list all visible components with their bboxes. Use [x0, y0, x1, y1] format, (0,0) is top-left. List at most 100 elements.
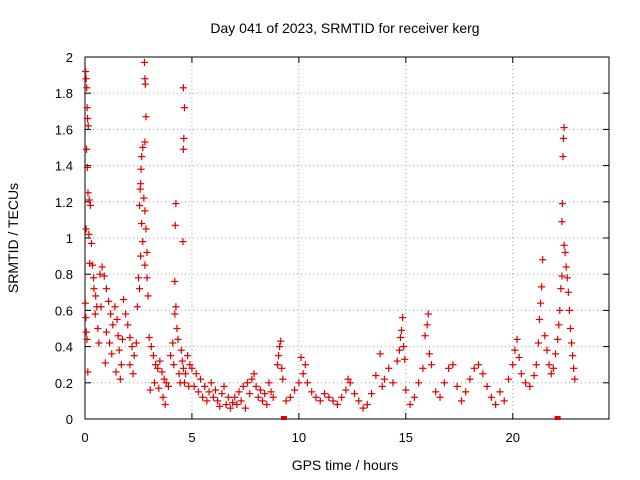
data-point — [140, 194, 148, 202]
data-point — [100, 272, 108, 280]
data-point — [355, 397, 363, 405]
data-point — [241, 404, 250, 412]
data-point — [299, 370, 307, 378]
data-point — [237, 397, 245, 405]
data-point — [114, 332, 122, 340]
data-point — [378, 382, 386, 391]
data-points — [81, 58, 579, 420]
data-point — [174, 335, 182, 343]
x-tick-label: 20 — [506, 430, 520, 445]
data-point — [190, 382, 198, 391]
data-point — [291, 386, 299, 394]
zero-marker — [554, 416, 561, 420]
data-point — [94, 324, 102, 333]
data-point — [135, 285, 144, 293]
data-point — [258, 397, 267, 405]
data-point — [181, 370, 190, 378]
data-point — [140, 58, 149, 67]
data-point — [440, 379, 448, 387]
data-point — [105, 339, 114, 347]
y-tick-label: 0 — [66, 412, 73, 427]
data-point — [233, 400, 241, 409]
data-point — [312, 393, 320, 401]
x-tick-labels: 0 5 10 15 20 — [81, 430, 520, 445]
data-point — [139, 143, 147, 152]
y-tick-label: 1.8 — [55, 86, 73, 101]
data-point — [86, 201, 94, 210]
data-point — [534, 339, 543, 347]
data-point — [569, 352, 577, 360]
data-point — [102, 285, 110, 293]
data-point — [549, 364, 557, 372]
data-point — [113, 315, 121, 324]
data-point — [85, 230, 93, 238]
data-point — [400, 343, 408, 351]
data-point — [158, 368, 166, 376]
data-point — [470, 364, 478, 372]
data-point — [466, 375, 474, 383]
data-point — [557, 285, 565, 293]
data-point — [216, 402, 224, 410]
data-point — [211, 386, 220, 394]
data-point — [128, 343, 136, 351]
x-tick-label: 10 — [292, 430, 306, 445]
data-point — [92, 292, 100, 300]
data-point — [521, 379, 530, 387]
data-point — [276, 343, 284, 351]
data-point — [83, 84, 91, 92]
data-point — [474, 361, 483, 369]
data-point — [85, 196, 93, 204]
data-point — [109, 321, 117, 329]
data-point — [194, 388, 202, 396]
data-point — [169, 339, 177, 347]
data-point — [556, 306, 564, 314]
data-point — [180, 379, 189, 387]
data-point — [132, 339, 140, 347]
data-point — [344, 375, 352, 383]
data-point — [389, 379, 397, 387]
data-point — [295, 379, 303, 387]
data-point — [124, 321, 132, 329]
data-point — [82, 314, 90, 322]
data-point — [82, 328, 90, 336]
data-point — [265, 379, 273, 387]
data-point — [83, 114, 92, 123]
data-point — [511, 346, 519, 354]
data-point — [425, 350, 433, 358]
data-point — [243, 379, 252, 387]
data-point — [563, 274, 571, 282]
data-point — [179, 145, 187, 153]
data-point — [397, 326, 406, 334]
data-point — [82, 225, 90, 233]
y-tick-label: 1.4 — [55, 159, 73, 174]
data-point — [395, 346, 403, 354]
x-tick-label: 0 — [81, 430, 88, 445]
data-point — [133, 303, 141, 311]
y-tick-label: 1.2 — [55, 195, 73, 210]
data-point — [487, 393, 495, 401]
data-point — [567, 339, 576, 347]
data-point — [273, 361, 282, 369]
data-point — [156, 357, 164, 365]
data-point — [102, 328, 110, 336]
data-point — [115, 346, 123, 354]
data-point — [526, 382, 534, 391]
data-point — [96, 270, 104, 278]
data-point — [261, 390, 269, 398]
data-point — [81, 299, 90, 307]
data-point — [396, 333, 405, 342]
data-point — [231, 393, 239, 401]
data-point — [138, 152, 146, 161]
data-point — [274, 352, 283, 360]
data-point — [82, 145, 91, 153]
data-point — [143, 274, 151, 282]
data-point — [346, 379, 354, 387]
data-point — [250, 370, 258, 378]
data-point — [423, 321, 431, 329]
data-point — [308, 388, 316, 396]
data-point — [453, 382, 461, 391]
data-point — [558, 272, 566, 280]
data-point — [462, 388, 470, 396]
data-point — [228, 399, 237, 407]
data-point — [144, 292, 152, 300]
